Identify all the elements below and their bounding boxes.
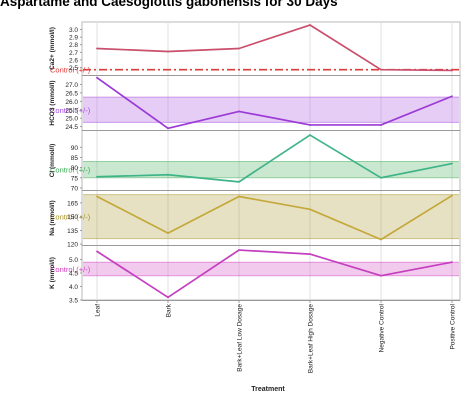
na-data-point	[309, 208, 311, 211]
hco3-data-point	[451, 95, 453, 98]
na-series-line	[96, 194, 453, 241]
chart-title: Aspartame and Caesoglottis gabonensis fo…	[0, 0, 338, 9]
cl-data-point	[167, 173, 169, 176]
k-control-label: Control (+/-)	[50, 265, 91, 274]
hco3-data-point	[309, 124, 311, 126]
ca-data-point	[238, 47, 240, 50]
k-data-point	[96, 250, 98, 253]
k-series-line	[96, 249, 453, 299]
k-control-band	[83, 262, 459, 276]
cl-ytick-label: 70	[71, 185, 79, 192]
na-control-band	[83, 194, 459, 239]
k-ytick-label: 5.0	[69, 257, 78, 264]
hco3-data-point	[167, 127, 169, 130]
hco3-ytick-label: 24.5	[65, 124, 78, 131]
ca-control-label: Control (+/-)	[50, 66, 91, 75]
cl-control-label: Control (+/-)	[50, 166, 91, 175]
na-y-axis-label: Na (mmol/l)	[49, 200, 56, 235]
na-data-point	[96, 195, 98, 198]
ca-data-point	[380, 68, 382, 71]
cl-y-axis-label: Cl (mmol/l)	[49, 144, 56, 178]
hco3-ytick-label: 26.5	[65, 90, 78, 97]
hco3-data-point	[380, 124, 382, 126]
cl-data-point	[451, 162, 453, 165]
ca-data-point	[96, 47, 98, 50]
hco3-ytick-label: 25.5	[65, 107, 78, 114]
na-data-point	[167, 232, 169, 235]
hco3-data-point	[238, 110, 240, 113]
na-ytick-label: 120	[67, 242, 78, 249]
x-tick-label: Bark+Leaf High Dosage	[308, 304, 315, 374]
hco3-y-axis-label: HCO3 (mmol/l)	[49, 80, 56, 125]
k-ytick-label: 4.5	[69, 271, 78, 278]
hco3-ytick-label: 26.0	[65, 99, 78, 106]
k-ytick-label: 4.0	[69, 284, 78, 291]
cl-ytick-label: 80	[71, 165, 79, 172]
cl-data-point	[309, 134, 311, 136]
hco3-data-point	[96, 76, 98, 79]
ca-ytick-label: 2.7	[69, 50, 78, 57]
x-tick-label: Bark	[166, 303, 173, 317]
cl-series-line	[96, 134, 453, 183]
cl-ytick-label: 85	[71, 155, 79, 162]
ca-ytick-label: 2.9	[69, 35, 78, 42]
k-data-point	[167, 296, 169, 299]
x-axis-label: Treatment	[251, 386, 285, 393]
cl-ytick-label: 75	[71, 175, 79, 182]
ca-ytick-label: 2.5	[69, 65, 78, 72]
k-ytick-label: 3.5	[69, 298, 78, 305]
hco3-control-label: Control (+/-)	[50, 106, 91, 115]
ca-series-line	[96, 24, 453, 72]
cl-data-point	[96, 175, 98, 178]
hco3-ytick-label: 25.0	[65, 116, 78, 123]
na-data-point	[238, 195, 240, 198]
ca-data-point	[451, 69, 453, 72]
cl-data-point	[380, 176, 382, 179]
ca-ytick-label: 3.0	[69, 27, 78, 34]
ca-y-axis-label: Ca2+ (mmol/l)	[49, 27, 56, 70]
k-data-point	[451, 261, 453, 264]
na-ytick-label: 135	[67, 228, 78, 235]
ca-ytick-label: 2.8	[69, 42, 78, 49]
na-control-label: Control (+/-)	[50, 213, 91, 222]
hco3-series-line	[96, 76, 453, 130]
k-data-point	[380, 274, 382, 277]
na-data-point	[451, 194, 453, 197]
hco3-ytick-label: 27.0	[65, 82, 78, 89]
na-ytick-label: 150	[67, 214, 78, 221]
cl-ytick-label: 90	[71, 145, 79, 152]
cl-control-band	[83, 161, 459, 178]
na-ytick-label: 165	[67, 200, 78, 207]
k-data-point	[309, 253, 311, 256]
x-tick-label: Positive Control	[450, 303, 457, 349]
k-data-point	[238, 249, 240, 251]
ca-data-point	[309, 24, 311, 26]
x-tick-label: Leaf	[95, 304, 102, 317]
ca-data-point	[167, 50, 169, 53]
x-tick-label: Negative Control	[379, 303, 386, 352]
cl-data-point	[238, 180, 240, 183]
k-y-axis-label: K (mmol/l)	[49, 257, 56, 289]
x-tick-label: Bark+Leaf Low Dosage	[237, 304, 244, 372]
ca-ytick-label: 2.6	[69, 57, 78, 64]
na-data-point	[380, 238, 382, 241]
hco3-control-band	[83, 97, 459, 123]
